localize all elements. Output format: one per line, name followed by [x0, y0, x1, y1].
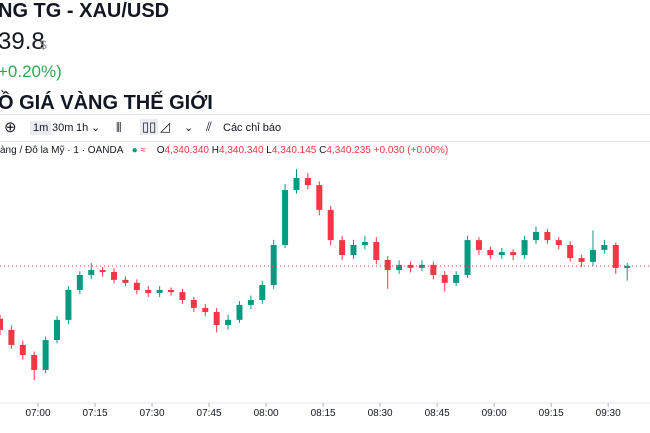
candle-body: [327, 209, 334, 241]
interval[interactable]: 1h: [76, 122, 89, 134]
candle-body: [293, 178, 300, 191]
candle-body: [65, 289, 72, 320]
price: 39.8: [0, 28, 45, 55]
candle-body: [54, 319, 61, 341]
chart: 07:00 07:15 07:30 07:45 08:00 08:15 08:30 08:45…: [0, 169, 650, 419]
candle-body: [441, 274, 448, 283]
candle-body: [407, 264, 414, 268]
dropdown[interactable]: ⌄: [184, 122, 194, 134]
candle-body: [99, 270, 106, 272]
candle-body: [589, 249, 596, 262]
legend-value: 4,340.340: [219, 145, 264, 156]
candle-body: [510, 252, 517, 256]
candle-body: [236, 304, 243, 320]
candle-body: [544, 231, 551, 241]
candle-body: [532, 231, 539, 241]
section-title: Ồ GIÁ VÀNG THẾ GIỚI: [0, 92, 213, 114]
candle-body: [282, 190, 289, 246]
candle-body: [8, 329, 15, 345]
candle-body: [111, 271, 118, 280]
candle-body: [361, 242, 368, 246]
candle-body: [624, 265, 631, 268]
x-tick-label: 07:45: [197, 408, 222, 419]
candle-body: [179, 292, 186, 300]
x-tick-label: 08:00: [254, 408, 279, 419]
candle-body: [521, 240, 528, 256]
area-type[interactable]: ◿: [160, 119, 170, 134]
indicator-icon[interactable]: ⫽: [206, 119, 212, 134]
change: +0.20%): [0, 62, 62, 81]
dropdown[interactable]: ⌄: [91, 122, 101, 134]
x-tick-label: 07:30: [140, 408, 165, 419]
x-tick-label: 09:00: [482, 408, 507, 419]
candle-body: [19, 344, 26, 355]
candle-body: [498, 252, 505, 256]
candle-body: [247, 299, 254, 305]
candle-body: [384, 259, 391, 271]
candle-body: [418, 264, 425, 268]
candle-body: [133, 282, 140, 290]
add-button[interactable]: ⊕: [4, 119, 17, 136]
x-tick-label: 07:15: [83, 408, 108, 419]
bar-type[interactable]: ⫴: [116, 120, 122, 135]
candle-body: [601, 245, 608, 250]
currency: $: [40, 38, 47, 52]
candle-body: [316, 185, 323, 210]
candle-body: [612, 245, 619, 268]
candle-body: [487, 249, 494, 256]
candle-body: [156, 289, 163, 293]
candle-body: [42, 340, 49, 370]
legend-change: +0.030 (+0.00%): [373, 145, 449, 156]
candle-body: [555, 240, 562, 246]
candle-body: [430, 264, 437, 275]
candle-body: [350, 245, 357, 256]
legend-key: H: [211, 145, 220, 156]
candle-body: [88, 270, 95, 275]
candle-type[interactable]: ▯▯: [140, 119, 159, 135]
candle-body: [190, 299, 197, 308]
candle-body: [567, 245, 574, 259]
candle-body: [76, 274, 83, 290]
candle-body: [475, 240, 482, 250]
symbol: NG TG - XAU/USD: [0, 0, 170, 22]
x-tick-label: 07:00: [25, 408, 50, 419]
candle-body: [578, 258, 585, 262]
candle-body: [31, 354, 38, 370]
candle-body: [339, 240, 346, 256]
candle-body: [373, 242, 380, 260]
candle-body: [202, 307, 209, 312]
legend-value: 4,340.340: [164, 145, 210, 156]
x-tick-label: 08:15: [311, 408, 336, 419]
status-icon: ≈: [140, 145, 146, 156]
status-dot: ●: [131, 145, 138, 156]
candle-body: [304, 178, 311, 186]
candle-body: [213, 311, 220, 326]
legend-key: O: [156, 145, 165, 156]
legend-key: C: [319, 145, 327, 156]
candle-body: [396, 264, 403, 271]
legend: àng / Đô la Mỹ · 1 · OANDA ● ≈ O4,340.34…: [0, 145, 448, 156]
candle-body: [270, 245, 277, 286]
x-tick-label: 08:30: [368, 408, 393, 419]
interval[interactable]: 30m: [52, 122, 74, 134]
candle-body: [453, 274, 460, 283]
legend-value: 4,340.145: [271, 145, 317, 156]
legend-key: L: [266, 145, 272, 156]
interval[interactable]: 1m: [30, 121, 52, 135]
candle-body: [464, 240, 471, 275]
legend-name: àng / Đô la Mỹ · 1 · OANDA: [0, 145, 123, 156]
legend-value: 4,340.235: [326, 145, 371, 156]
x-tick-label: 08:45: [425, 408, 450, 419]
candle-body: [225, 319, 232, 326]
candle-body: [145, 289, 152, 293]
x-tick-label: 09:15: [539, 408, 564, 419]
candle-body: [168, 289, 175, 293]
indicators[interactable]: Các chỉ báo: [223, 122, 282, 134]
x-tick-label: 09:30: [596, 408, 621, 419]
candle-body: [259, 285, 266, 300]
toolbar: ⊕ 1m 30m 1h ⌄ ⫴ ▯▯ ◿ ⌄ ⫽ Các chỉ báo: [0, 114, 650, 142]
candle-body: [0, 318, 3, 330]
candle-body: [122, 279, 129, 283]
